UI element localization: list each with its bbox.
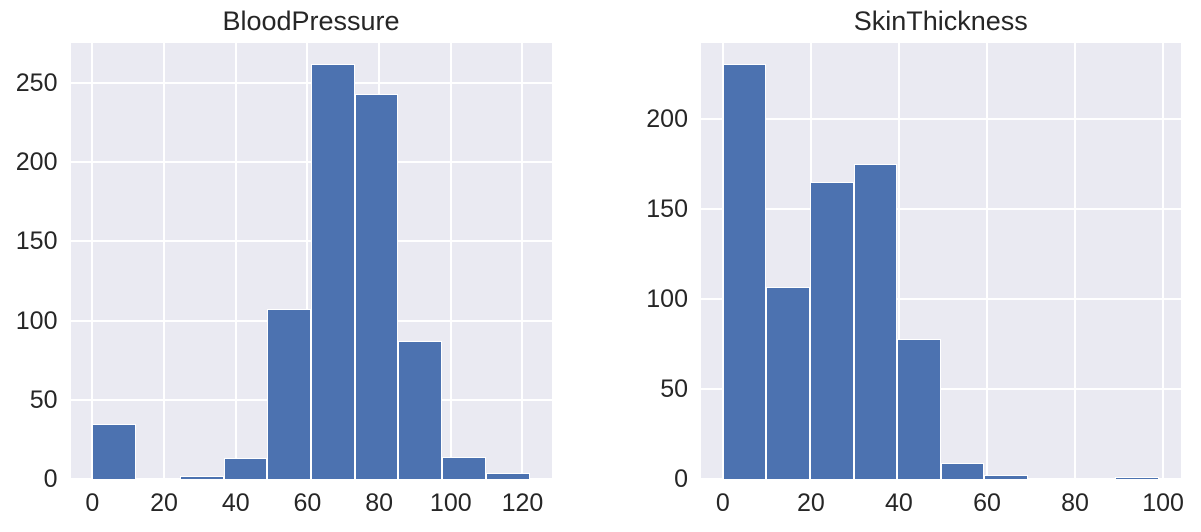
- gridline-vertical: [897, 43, 900, 479]
- histogram-bar: [267, 309, 311, 479]
- y-tick-label: 100: [646, 285, 688, 314]
- y-tick-label: 200: [646, 105, 688, 134]
- histogram-bar: [897, 338, 941, 479]
- gridline-vertical: [521, 43, 524, 479]
- histogram-bar: [984, 475, 1028, 479]
- gridline-vertical: [91, 43, 94, 479]
- histogram-bar: [853, 164, 898, 479]
- gridline-vertical: [449, 43, 452, 479]
- histogram-bar: [722, 63, 767, 479]
- plot-area-skinthickness: [701, 43, 1181, 479]
- gridline-horizontal: [701, 118, 1181, 121]
- chart-skinthickness: SkinThickness 0 20 40 60 80 100 0 50 100 150 200: [646, 0, 1184, 532]
- histogram-bar: [223, 458, 268, 479]
- y-tick-label: 0: [43, 465, 58, 493]
- histogram-bar: [398, 341, 443, 479]
- gridline-vertical: [306, 43, 309, 479]
- gridline-vertical: [234, 43, 237, 479]
- histogram-bar: [940, 462, 985, 479]
- y-tick-label: 200: [15, 148, 58, 177]
- x-tick-label: 60: [973, 489, 1001, 517]
- x-tick-label: 0: [715, 489, 730, 517]
- gridline-vertical: [1074, 43, 1077, 479]
- y-tick-label: 150: [646, 195, 688, 224]
- y-tick-label: 100: [15, 306, 58, 335]
- x-tick-label: 120: [501, 489, 544, 517]
- histogram-bar: [311, 63, 355, 479]
- gridline-vertical: [985, 43, 988, 479]
- y-tick-label: 250: [15, 68, 58, 97]
- histogram-bar: [354, 93, 399, 479]
- histogram-bar: [92, 423, 137, 479]
- x-tick-label: 100: [1142, 489, 1184, 517]
- gridline-horizontal: [701, 388, 1181, 391]
- x-tick-label: 40: [221, 489, 250, 517]
- plot-area-bloodpressure: [70, 43, 552, 479]
- histogram-bar: [1115, 477, 1159, 479]
- x-tick-label: 80: [1061, 489, 1089, 517]
- y-tick-label: 150: [15, 227, 58, 256]
- chart-title-skinthickness: SkinThickness: [853, 6, 1028, 36]
- gridline-vertical: [1162, 43, 1165, 479]
- x-tick-label: 60: [293, 489, 322, 517]
- x-tick-label: 40: [885, 489, 913, 517]
- gridline-horizontal: [701, 298, 1181, 301]
- y-tick-label: 50: [660, 375, 688, 404]
- chart-title-bloodpressure: BloodPressure: [222, 6, 400, 36]
- y-tick-label: 50: [29, 385, 58, 414]
- histogram-bar: [766, 286, 810, 479]
- y-tick-label: 0: [674, 465, 688, 493]
- histogram-bar: [485, 472, 530, 479]
- histogram-bar: [442, 456, 486, 479]
- chart-bloodpressure: BloodPressure 0 20 40 60 80 100 120 0 50 100 150 20…: [16, 0, 552, 532]
- x-tick-label: 20: [796, 489, 825, 517]
- histogram-bar: [809, 182, 854, 479]
- x-tick-label: 80: [365, 489, 393, 517]
- gridline-horizontal: [701, 208, 1181, 211]
- x-tick-label: 100: [429, 489, 472, 517]
- gridline-vertical: [163, 43, 166, 479]
- x-tick-label: 20: [150, 489, 178, 517]
- x-tick-label: 0: [85, 489, 100, 517]
- histogram-bar: [179, 475, 224, 479]
